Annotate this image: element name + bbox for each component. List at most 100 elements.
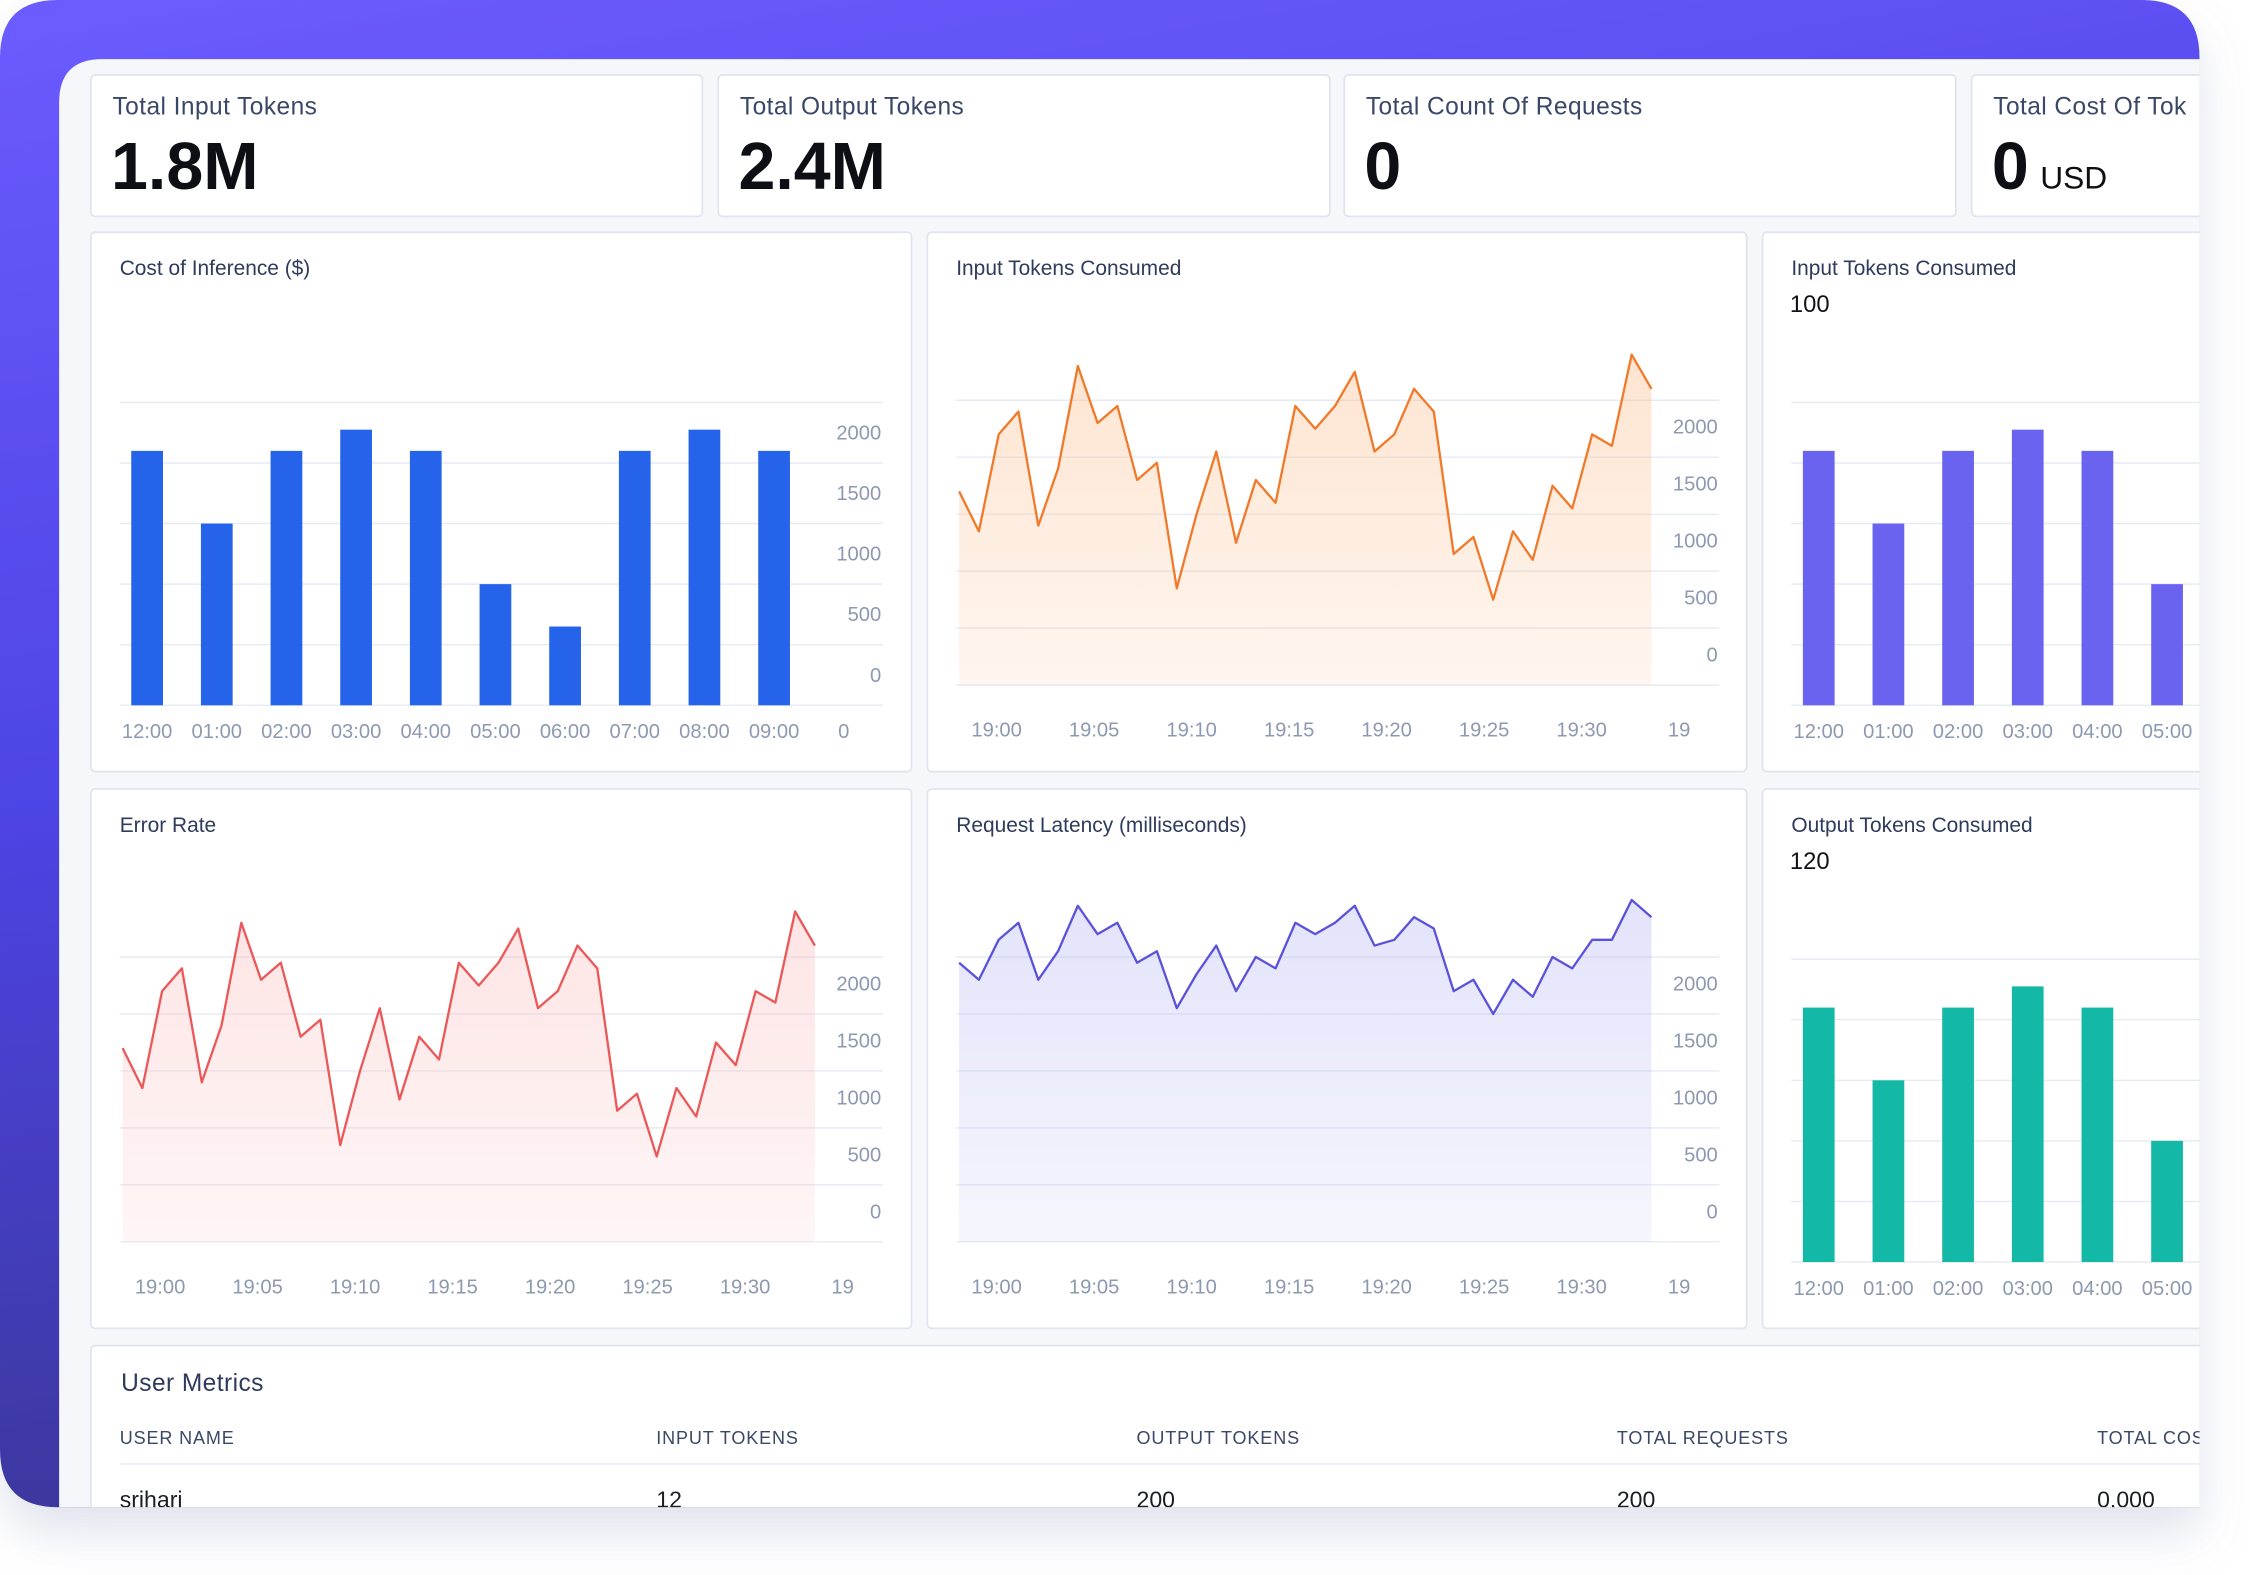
- x-tick-label: 19:00: [971, 720, 1022, 742]
- x-tick-label: 04:00: [2072, 1278, 2123, 1300]
- column-header: USER NAME: [120, 1428, 235, 1448]
- bar: [2081, 450, 2114, 706]
- x-tick-label: 19:25: [1459, 720, 1510, 742]
- x-tick-label: 09:00: [749, 721, 800, 743]
- x-tick-label: 19:20: [1361, 720, 1412, 742]
- chart-subtitle: 120: [1790, 848, 1830, 875]
- y-tick-label: 0: [1707, 1201, 1718, 1223]
- y-tick-label: 2000: [1673, 973, 1718, 995]
- bar: [1872, 523, 1905, 706]
- x-tick-label: 04:00: [2072, 721, 2123, 743]
- column-header: INPUT TOKENS: [656, 1428, 799, 1448]
- line: [958, 898, 1653, 1016]
- stat-card: Total Count Of Requests 0: [1343, 74, 1957, 218]
- chart-card: Input Tokens Consumed 0 500 1000 1500 2000 19:…: [926, 231, 1748, 773]
- stat-card: Total Cost Of Tok 0 USD: [1970, 74, 2200, 218]
- y-tick-label: 1000: [836, 1087, 881, 1109]
- x-tick-label: 19:10: [1166, 720, 1217, 742]
- y-tick-label: 2000: [1673, 417, 1718, 439]
- bar: [1942, 1007, 1974, 1263]
- bar: [479, 584, 512, 706]
- bar: [270, 450, 303, 706]
- x-tick-label: 19: [831, 1276, 853, 1298]
- bar: [758, 450, 790, 706]
- y-tick-label: 0: [870, 665, 881, 687]
- x-tick-label: 19:25: [622, 1276, 673, 1298]
- column-header: TOTAL COS: [2097, 1428, 2205, 1448]
- y-tick-label: 1000: [1673, 531, 1718, 553]
- chart-title: Input Tokens Consumed: [1791, 257, 2016, 280]
- x-tick-label: 19:05: [1069, 720, 1120, 742]
- bar: [2151, 584, 2183, 706]
- x-tick-label: 12:00: [122, 721, 173, 743]
- y-tick-label: 1000: [1673, 1087, 1718, 1109]
- x-tick-label: 19:20: [525, 1276, 576, 1298]
- area: [122, 911, 815, 1242]
- chart-title: Output Tokens Consumed: [1791, 814, 2032, 837]
- x-tick-label: 03:00: [331, 721, 382, 743]
- y-tick-label: 0: [870, 1201, 881, 1223]
- stat-card: Total Input Tokens 1.8M: [89, 74, 704, 218]
- y-tick-label: 500: [848, 1144, 882, 1166]
- chart-title: Input Tokens Consumed: [956, 257, 1181, 280]
- x-tick-label: 19:30: [720, 1276, 771, 1298]
- x-tick-label: 19:15: [1264, 720, 1315, 742]
- column-header: OUTPUT TOKENS: [1137, 1428, 1300, 1448]
- stat-label: Total Cost Of Tok: [1993, 94, 2187, 121]
- x-tick-label: 05:00: [470, 721, 521, 743]
- stat-value: 0: [1992, 130, 2029, 204]
- table-card-bg: [90, 1344, 2200, 1508]
- stat-card-bg: [717, 74, 1331, 218]
- x-tick-label: 02:00: [1933, 721, 1984, 743]
- stat-card-bg: [1970, 74, 2200, 218]
- x-tick-label: 19:30: [1556, 720, 1607, 742]
- x-tick-label: 01:00: [1863, 721, 1914, 743]
- stat-card: Total Output Tokens 2.4M: [717, 74, 1331, 218]
- table-cell: 0.000: [2097, 1487, 2155, 1513]
- stat-label: Total Count Of Requests: [1366, 94, 1643, 121]
- table-cell: srihari: [120, 1487, 183, 1513]
- y-tick-label: 2000: [836, 973, 881, 995]
- x-tick-label: 19:00: [135, 1276, 186, 1298]
- bar: [409, 450, 442, 706]
- x-tick-label: 04:00: [401, 721, 452, 743]
- y-tick-label: 500: [1684, 1144, 1718, 1166]
- chart-title: Cost of Inference ($): [120, 257, 311, 280]
- stat-label: Total Input Tokens: [113, 94, 318, 121]
- bar: [549, 626, 581, 706]
- x-tick-label: 01:00: [1863, 1278, 1914, 1300]
- chart-card: Input Tokens Consumed 100 12:00 01:00 02:00 0…: [1761, 231, 2200, 773]
- table-cell: 200: [1617, 1487, 1655, 1513]
- bar: [1872, 1080, 1905, 1263]
- chart-title: Error Rate: [120, 814, 216, 837]
- x-tick-label: 03:00: [2002, 721, 2053, 743]
- x-tick-label: 01:00: [192, 721, 243, 743]
- x-tick-label: 19:05: [1069, 1276, 1120, 1298]
- stat-label: Total Output Tokens: [740, 94, 964, 121]
- x-tick-label: 19:10: [1166, 1276, 1217, 1298]
- bar: [2151, 1140, 2183, 1263]
- y-tick-label: 0: [1707, 645, 1718, 667]
- table-title: User Metrics: [121, 1370, 264, 1397]
- y-tick-label: 1500: [836, 483, 881, 505]
- x-tick-label: 05:00: [2142, 721, 2193, 743]
- x-tick-label: 05:00: [2142, 1278, 2193, 1300]
- x-tick-label: 06:00: [540, 721, 591, 743]
- bar: [1802, 1007, 1835, 1263]
- bar: [2011, 429, 2044, 706]
- bar: [2011, 986, 2044, 1263]
- line: [958, 353, 1653, 601]
- x-tick-label: 02:00: [1933, 1278, 1984, 1300]
- chart-card: Error Rate 0 500 1000 1500 2000 19:00 19:05 19:1…: [90, 788, 913, 1330]
- chart-card: Request Latency (milliseconds) 0 500 1000 15…: [926, 788, 1748, 1330]
- x-tick-label: 12:00: [1793, 721, 1844, 743]
- x-tick-label: 19:30: [1556, 1276, 1607, 1298]
- y-tick-label: 500: [848, 604, 882, 626]
- chart-card: Cost of Inference ($) 0 500 1000 1500 2000 12:…: [90, 231, 913, 773]
- y-tick-label: 1500: [1673, 1030, 1718, 1052]
- chart-card: Output Tokens Consumed 120 12:00 01:00 02:00…: [1761, 788, 2200, 1330]
- y-tick-label: 2000: [836, 422, 881, 444]
- line: [121, 910, 816, 1158]
